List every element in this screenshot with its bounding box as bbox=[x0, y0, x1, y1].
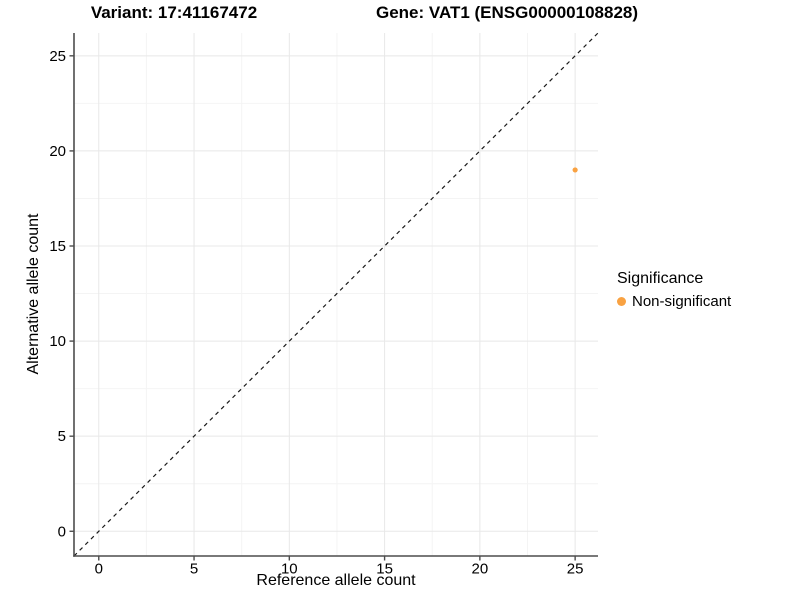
plot-title-variant: Variant: 17:41167472 bbox=[90, 3, 258, 22]
x-tick-label: 10 bbox=[281, 561, 298, 578]
legend-dot-icon bbox=[617, 297, 626, 306]
y-tick-label: 10 bbox=[49, 333, 66, 350]
plot-title-gene: Gene: VAT1 (ENSG00000108828) bbox=[375, 3, 639, 22]
legend-entry-label: Non-significant bbox=[632, 293, 732, 310]
legend-title: Significance bbox=[617, 270, 704, 287]
y-tick-label: 25 bbox=[49, 48, 66, 65]
x-tick-label: 0 bbox=[95, 561, 103, 578]
identity-dashed-line bbox=[73, 32, 599, 557]
y-tick-label: 0 bbox=[58, 523, 66, 540]
legend-entry-non-significant: Non-significant bbox=[617, 293, 731, 310]
data-point bbox=[572, 167, 578, 173]
x-tick-label: 5 bbox=[190, 561, 198, 578]
y-tick-label: 15 bbox=[49, 238, 66, 255]
y-tick-label: 5 bbox=[58, 428, 66, 445]
legend: Significance Non-significant bbox=[617, 270, 731, 310]
y-tick-label: 20 bbox=[49, 143, 66, 160]
x-axis-title: Reference allele count bbox=[256, 572, 416, 589]
x-tick-label: 20 bbox=[472, 561, 489, 578]
x-tick-label: 25 bbox=[567, 561, 584, 578]
x-tick-label: 15 bbox=[376, 561, 393, 578]
